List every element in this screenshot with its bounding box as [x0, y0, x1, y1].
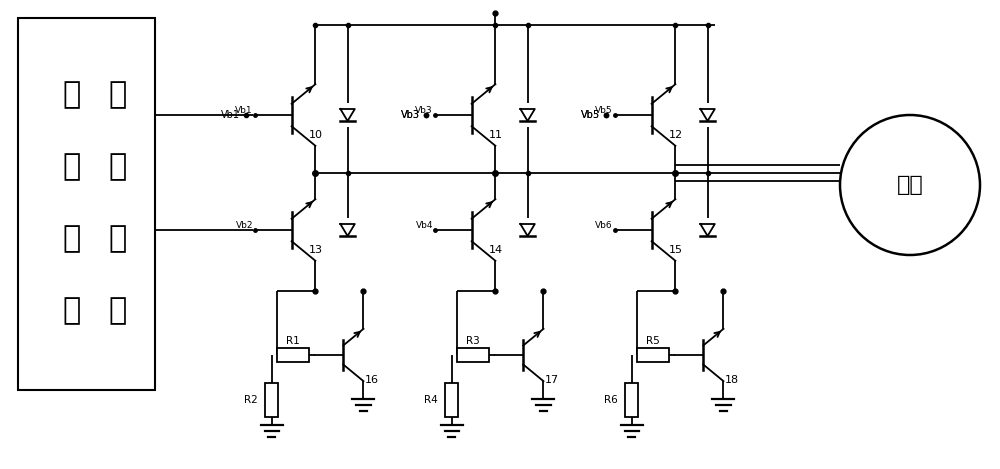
- Text: 机: 机: [109, 81, 127, 109]
- Text: 路: 路: [109, 296, 127, 325]
- Bar: [18, 18, 155, 390]
- Bar: [265, 383, 278, 417]
- Text: Vb3: Vb3: [401, 110, 420, 120]
- Text: 电: 电: [63, 81, 81, 109]
- Bar: [637, 348, 669, 362]
- Text: R4: R4: [424, 395, 438, 405]
- Circle shape: [840, 115, 980, 255]
- Text: 14: 14: [488, 245, 503, 255]
- Text: Vb3: Vb3: [415, 106, 433, 114]
- Text: Vb1: Vb1: [235, 106, 253, 114]
- Bar: [277, 348, 309, 362]
- Text: R6: R6: [604, 395, 618, 405]
- Text: R2: R2: [244, 395, 258, 405]
- Text: 控: 控: [63, 225, 81, 254]
- Text: Vb5: Vb5: [581, 110, 600, 120]
- Text: Vb5: Vb5: [581, 110, 600, 120]
- Text: 16: 16: [364, 375, 378, 385]
- Bar: [457, 348, 489, 362]
- Text: Vb3: Vb3: [401, 110, 420, 120]
- Text: R3: R3: [466, 336, 480, 346]
- Bar: [625, 383, 638, 417]
- Bar: [445, 383, 458, 417]
- Text: 11: 11: [488, 129, 502, 140]
- Text: Vb1: Vb1: [221, 110, 240, 120]
- Text: 电: 电: [63, 296, 81, 325]
- Text: 17: 17: [544, 375, 559, 385]
- Text: Vb6: Vb6: [595, 220, 613, 229]
- Text: 电机: 电机: [897, 175, 923, 195]
- Text: 制: 制: [109, 225, 127, 254]
- Text: 速: 速: [63, 152, 81, 182]
- Text: 18: 18: [724, 375, 739, 385]
- Text: 度: 度: [109, 152, 127, 182]
- Text: 10: 10: [308, 129, 322, 140]
- Text: 12: 12: [668, 129, 683, 140]
- Text: 13: 13: [308, 245, 322, 255]
- Text: R1: R1: [286, 336, 300, 346]
- Text: Vb5: Vb5: [595, 106, 613, 114]
- Text: 15: 15: [668, 245, 682, 255]
- Text: R5: R5: [646, 336, 660, 346]
- Text: Vb2: Vb2: [236, 220, 253, 229]
- Text: Vb4: Vb4: [416, 220, 433, 229]
